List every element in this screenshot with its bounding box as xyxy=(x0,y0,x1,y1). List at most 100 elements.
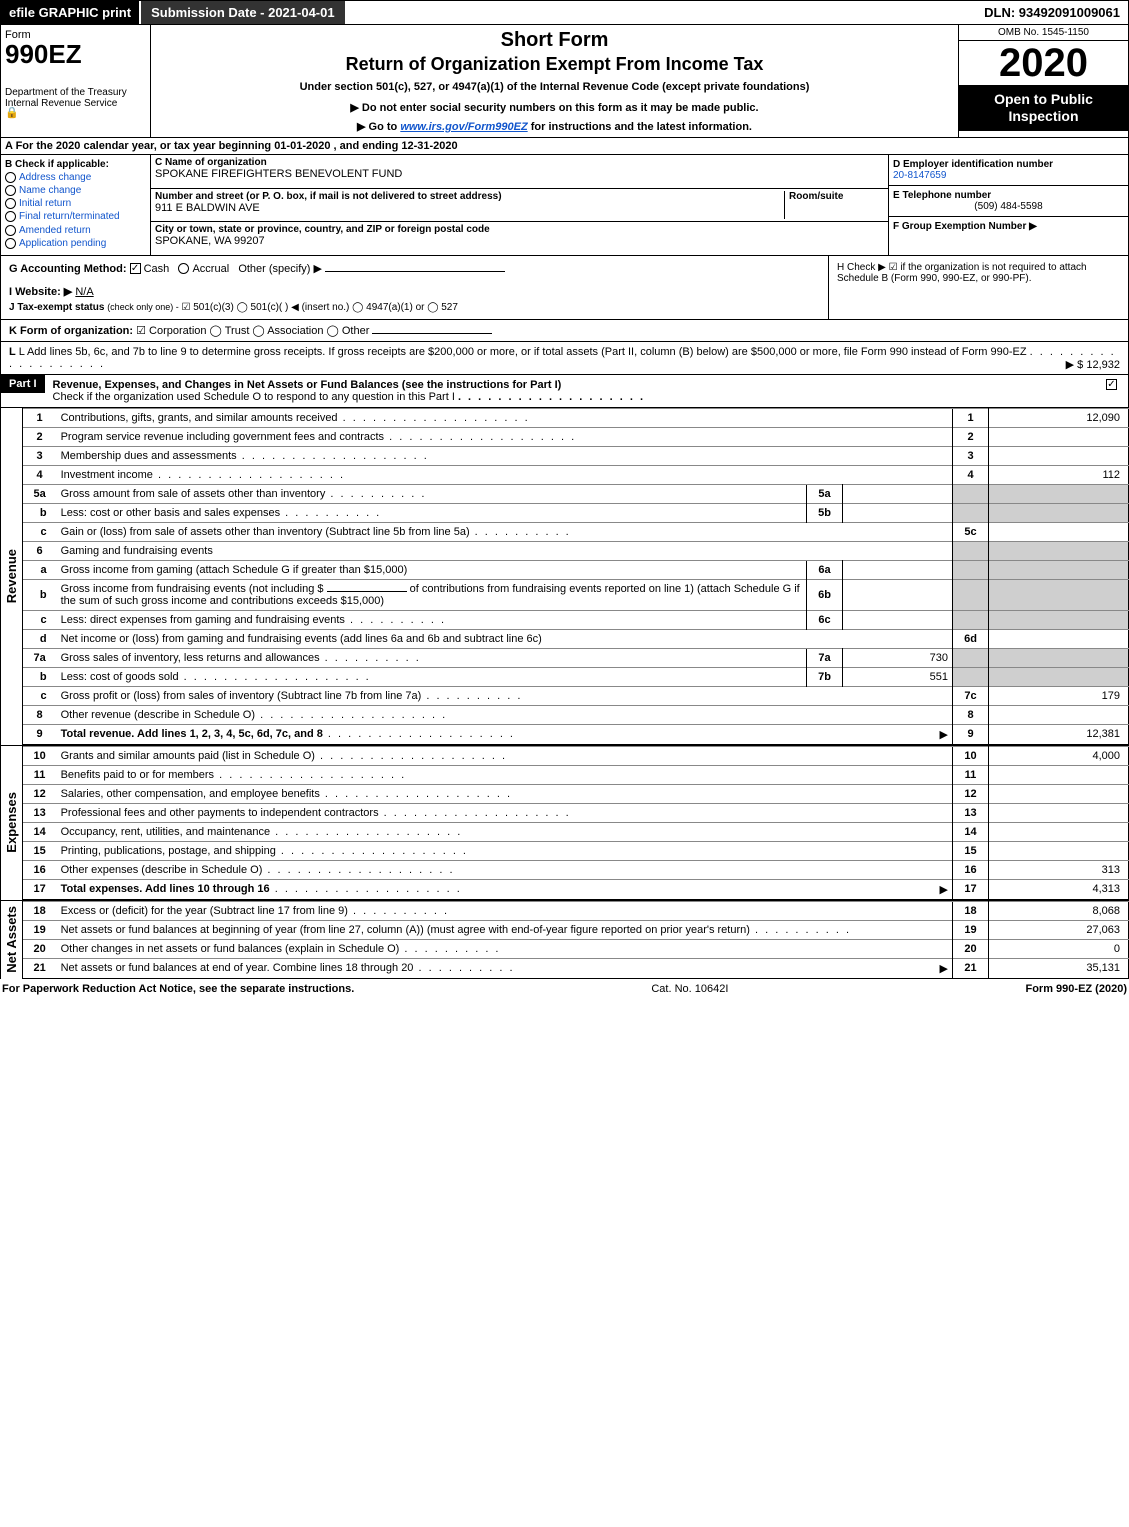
irs-label: Internal Revenue Service xyxy=(5,98,146,109)
top-bar: efile GRAPHIC print Submission Date - 20… xyxy=(0,0,1129,25)
netassets-side: Net Assets xyxy=(1,901,23,979)
c-addr-row: Number and street (or P. O. box, if mail… xyxy=(151,189,888,223)
entity-block: B Check if applicable: Address change Na… xyxy=(0,155,1129,256)
h-text: H Check ▶ ☑ if the organization is not r… xyxy=(837,262,1087,284)
d-phone-row: E Telephone number (509) 484-5598 xyxy=(889,186,1128,217)
revenue-table: 1 Contributions, gifts, grants, and simi… xyxy=(23,408,1129,745)
cb-address-change[interactable]: Address change xyxy=(5,172,146,183)
g-accrual: Accrual xyxy=(192,263,229,275)
l-amount: ▶ $ 12,932 xyxy=(1066,358,1120,371)
cb-accrual[interactable] xyxy=(178,263,189,274)
dln-label: DLN: 93492091009061 xyxy=(976,1,1128,24)
ein-value: 20-8147659 xyxy=(893,170,1124,181)
line-5a: 5a Gross amount from sale of assets othe… xyxy=(23,484,1129,503)
goto-link[interactable]: www.irs.gov/Form990EZ xyxy=(400,121,527,133)
line-17: 17 Total expenses. Add lines 10 through … xyxy=(23,879,1129,899)
line-g: G Accounting Method: ✓Cash Accrual Other… xyxy=(1,256,828,319)
line-6: 6 Gaming and fundraising events xyxy=(23,541,1129,560)
cb-name-change[interactable]: Name change xyxy=(5,185,146,196)
line-8: 8 Other revenue (describe in Schedule O)… xyxy=(23,705,1129,724)
line-13: 13 Professional fees and other payments … xyxy=(23,803,1129,822)
open-to-public: Open to Public Inspection xyxy=(959,85,1128,131)
expenses-table: 10 Grants and similar amounts paid (list… xyxy=(23,746,1129,900)
short-form-title: Short Form xyxy=(155,29,954,52)
footer-left: For Paperwork Reduction Act Notice, see … xyxy=(2,983,354,995)
efile-print-button[interactable]: efile GRAPHIC print xyxy=(1,1,139,24)
cb-initial-return[interactable]: Initial return xyxy=(5,198,146,209)
k-label: K Form of organization: xyxy=(9,325,133,337)
g-cash: Cash xyxy=(144,263,170,275)
c-name-row: C Name of organization SPOKANE FIREFIGHT… xyxy=(151,155,888,189)
line-l: L L Add lines 5b, 6c, and 7b to line 9 t… xyxy=(0,342,1129,375)
omb-number: OMB No. 1545-1150 xyxy=(959,25,1128,41)
netassets-table: 18 Excess or (deficit) for the year (Sub… xyxy=(23,901,1129,979)
cb-application-pending[interactable]: Application pending xyxy=(5,238,146,249)
block-c: C Name of organization SPOKANE FIREFIGHT… xyxy=(151,155,888,255)
line-6b: b Gross income from fundraising events (… xyxy=(23,579,1129,610)
line-14: 14 Occupancy, rent, utilities, and maint… xyxy=(23,822,1129,841)
line-19: 19 Net assets or fund balances at beginn… xyxy=(23,920,1129,939)
footer-center: Cat. No. 10642I xyxy=(651,983,728,995)
line-6a: a Gross income from gaming (attach Sched… xyxy=(23,560,1129,579)
line-4: 4 Investment income 4 112 xyxy=(23,465,1129,484)
line-1: 1 Contributions, gifts, grants, and simi… xyxy=(23,408,1129,427)
j-opts: ☑ 501(c)(3) ◯ 501(c)( ) ◀ (insert no.) ◯… xyxy=(182,302,458,313)
ein-label: D Employer identification number xyxy=(893,159,1124,170)
cb-cash[interactable]: ✓ xyxy=(130,263,141,274)
org-name: SPOKANE FIREFIGHTERS BENEVOLENT FUND xyxy=(155,168,884,180)
line-18: 18 Excess or (deficit) for the year (Sub… xyxy=(23,901,1129,920)
under-section-text: Under section 501(c), 527, or 4947(a)(1)… xyxy=(155,81,954,93)
netassets-section: Net Assets 18 Excess or (deficit) for th… xyxy=(0,900,1129,979)
line-h: H Check ▶ ☑ if the organization is not r… xyxy=(828,256,1128,319)
website-value: N/A xyxy=(75,286,93,298)
g-label: G Accounting Method: xyxy=(9,263,127,275)
return-title: Return of Organization Exempt From Incom… xyxy=(155,54,954,75)
addr-label: Number and street (or P. O. box, if mail… xyxy=(155,191,784,202)
block-b: B Check if applicable: Address change Na… xyxy=(1,155,151,255)
goto-line: ▶ Go to www.irs.gov/Form990EZ for instru… xyxy=(155,120,954,133)
department-label: Department of the Treasury xyxy=(5,87,146,98)
form-number: 990EZ xyxy=(5,41,146,67)
line-3: 3 Membership dues and assessments 3 xyxy=(23,446,1129,465)
line-16: 16 Other expenses (describe in Schedule … xyxy=(23,860,1129,879)
line-k: K Form of organization: ☑ Corporation ◯ … xyxy=(0,320,1129,342)
cb-final-return[interactable]: Final return/terminated xyxy=(5,211,146,222)
do-not-enter-text: ▶ Do not enter social security numbers o… xyxy=(155,101,954,114)
g-other: Other (specify) ▶ xyxy=(238,263,322,275)
part1-header-row: Part I Revenue, Expenses, and Changes in… xyxy=(0,375,1129,408)
page-footer: For Paperwork Reduction Act Notice, see … xyxy=(0,979,1129,999)
header-center: Short Form Return of Organization Exempt… xyxy=(151,25,958,137)
header-left: Form 990EZ 🔒 Department of the Treasury … xyxy=(1,25,151,137)
submission-date-button[interactable]: Submission Date - 2021-04-01 xyxy=(139,1,347,24)
line-10: 10 Grants and similar amounts paid (list… xyxy=(23,746,1129,765)
part1-checkbox[interactable]: ✓ xyxy=(1098,375,1128,407)
expenses-side-label: Expenses xyxy=(2,788,21,857)
line-2: 2 Program service revenue including gove… xyxy=(23,427,1129,446)
phone-value: (509) 484-5598 xyxy=(893,201,1124,212)
city-label: City or town, state or province, country… xyxy=(155,224,884,235)
line-7a: 7a Gross sales of inventory, less return… xyxy=(23,648,1129,667)
d-ein-row: D Employer identification number 20-8147… xyxy=(889,155,1128,186)
line-5b: b Less: cost or other basis and sales ex… xyxy=(23,503,1129,522)
line-20: 20 Other changes in net assets or fund b… xyxy=(23,939,1129,958)
cb-amended-return[interactable]: Amended return xyxy=(5,225,146,236)
l-text: L Add lines 5b, 6c, and 7b to line 9 to … xyxy=(19,346,1027,358)
room-label: Room/suite xyxy=(789,191,884,202)
i-label: I Website: ▶ xyxy=(9,286,72,298)
part1-check-line: Check if the organization used Schedule … xyxy=(53,391,455,403)
block-b-title: B Check if applicable: xyxy=(5,159,146,170)
tax-year: 2020 xyxy=(959,41,1128,85)
revenue-section: Revenue 1 Contributions, gifts, grants, … xyxy=(0,408,1129,745)
org-city: SPOKANE, WA 99207 xyxy=(155,235,884,247)
topbar-spacer xyxy=(347,1,977,24)
line-9: 9 Total revenue. Add lines 1, 2, 3, 4, 5… xyxy=(23,724,1129,744)
expenses-section: Expenses 10 Grants and similar amounts p… xyxy=(0,745,1129,900)
line-7c: c Gross profit or (loss) from sales of i… xyxy=(23,686,1129,705)
c-city-row: City or town, state or province, country… xyxy=(151,222,888,255)
d-group-row: F Group Exemption Number ▶ xyxy=(889,217,1128,255)
line-12: 12 Salaries, other compensation, and emp… xyxy=(23,784,1129,803)
line-5c: c Gain or (loss) from sale of assets oth… xyxy=(23,522,1129,541)
goto-pre: ▶ Go to xyxy=(357,121,400,133)
j-label: J Tax-exempt status xyxy=(9,302,104,313)
expenses-side: Expenses xyxy=(1,746,23,900)
